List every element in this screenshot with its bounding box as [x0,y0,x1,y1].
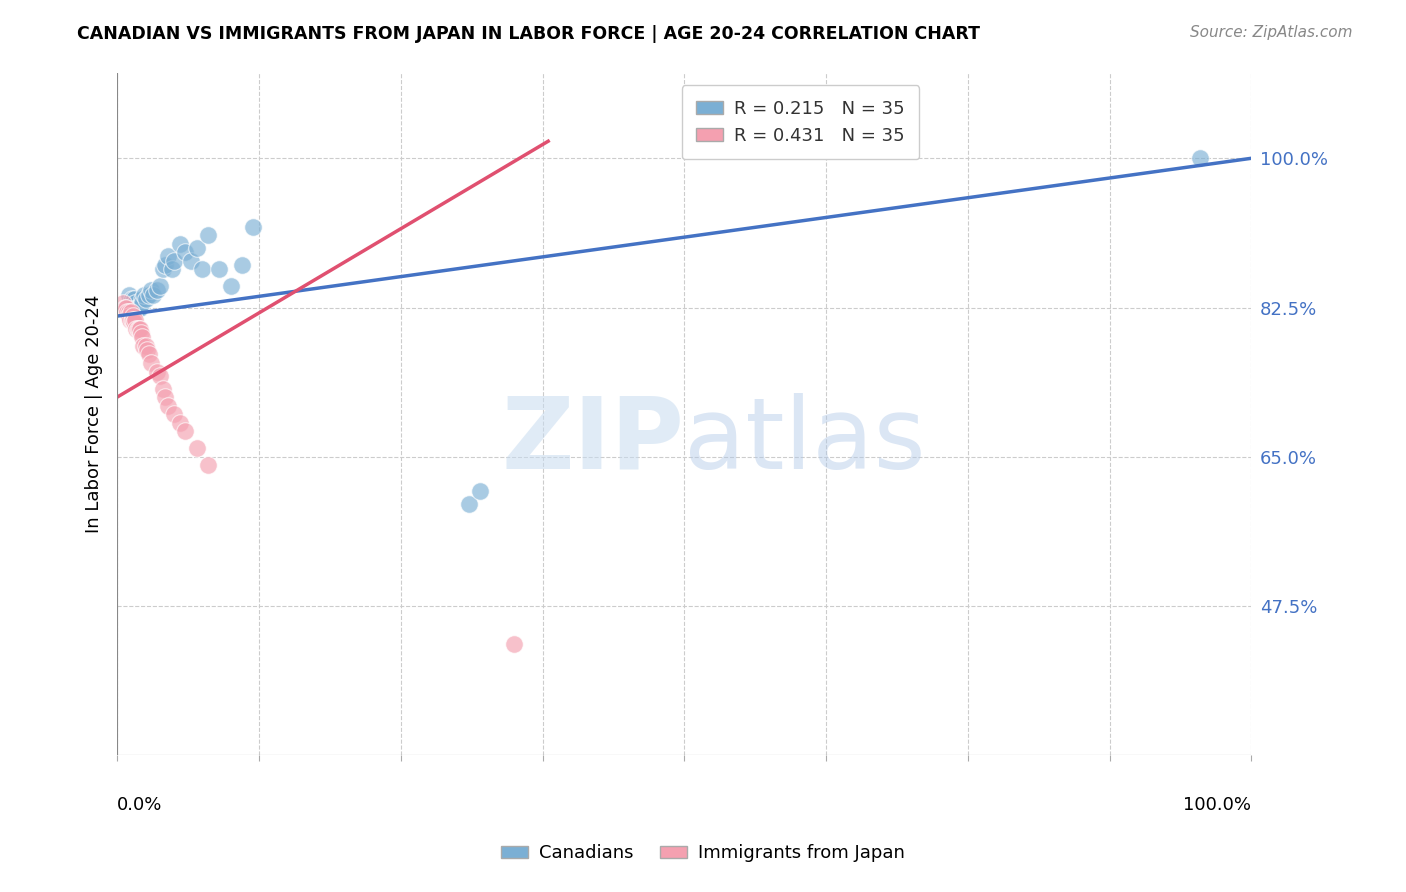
Point [118,313,141,327]
Point [117,309,139,323]
Text: ZIP: ZIP [502,393,685,490]
Point [135,343,157,358]
Point [122,309,145,323]
Point [163,407,186,421]
Point [1189,151,1212,165]
Point [191,262,214,277]
Point [174,245,197,260]
Point [146,284,169,298]
Point [122,315,145,329]
Point [197,228,219,243]
Text: CANADIAN VS IMMIGRANTS FROM JAPAN IN LABOR FORCE | AGE 20-24 CORRELATION CHART: CANADIAN VS IMMIGRANTS FROM JAPAN IN LAB… [77,25,980,43]
Point [153,258,176,272]
Point [132,339,155,353]
Point [124,296,146,310]
Point [169,416,191,430]
Text: Source: ZipAtlas.com: Source: ZipAtlas.com [1189,25,1353,40]
Point [129,326,152,340]
Point [219,279,242,293]
Point [186,442,208,456]
Point [134,287,156,301]
Point [128,322,150,336]
Point [149,368,172,383]
Point [503,637,526,651]
Point [135,292,157,306]
Point [127,322,149,336]
Point [117,305,139,319]
Text: 100.0%: 100.0% [1184,797,1251,814]
Point [468,483,491,498]
Point [128,322,150,336]
Point [127,301,149,315]
Point [142,287,165,301]
Legend: Canadians, Immigrants from Japan: Canadians, Immigrants from Japan [494,838,912,870]
Point [138,347,160,361]
Point [163,253,186,268]
Point [124,313,146,327]
Point [157,399,180,413]
Point [131,296,153,310]
Point [208,262,231,277]
Point [122,313,145,327]
Point [180,253,202,268]
Text: atlas: atlas [685,393,927,490]
Point [117,287,139,301]
Point [146,364,169,378]
Point [174,424,197,438]
Point [197,458,219,473]
Y-axis label: In Labor Force | Age 20-24: In Labor Force | Age 20-24 [86,295,103,533]
Point [135,339,157,353]
Point [128,301,150,315]
Point [186,241,208,255]
Point [457,497,479,511]
Text: 0.0%: 0.0% [117,797,163,814]
Point [152,382,174,396]
Point [114,301,136,315]
Point [160,262,183,277]
Point [117,305,139,319]
Point [121,292,143,306]
Point [128,301,150,315]
Point [120,305,142,319]
Point [125,322,148,336]
Point [157,249,180,263]
Point [169,236,191,251]
Point [115,301,138,315]
Point [153,390,176,404]
Point [111,296,134,310]
Point [125,301,148,315]
Point [152,262,174,277]
Legend: R = 0.215   N = 35, R = 0.431   N = 35: R = 0.215 N = 35, R = 0.431 N = 35 [682,86,920,160]
Point [149,279,172,293]
Point [131,330,153,344]
Point [131,292,153,306]
Point [138,287,160,301]
Point [141,284,163,298]
Point [141,356,163,370]
Point [122,292,145,306]
Point [231,258,253,272]
Point [242,219,264,234]
Point [121,313,143,327]
